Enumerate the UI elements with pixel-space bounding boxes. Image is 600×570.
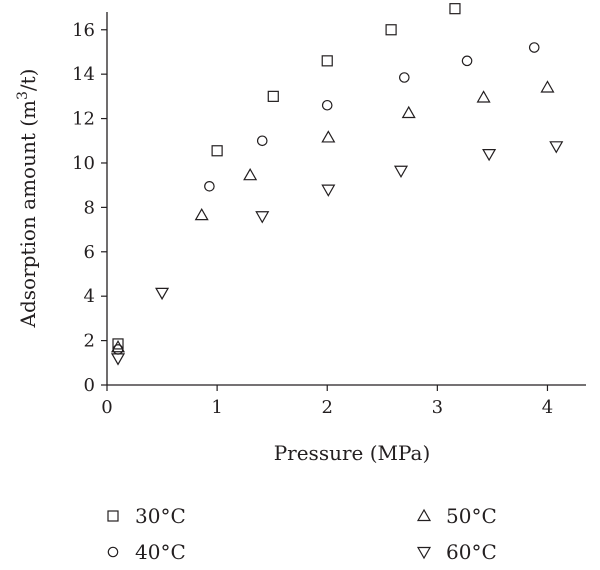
legend-item: 50°C	[416, 504, 497, 528]
legend-label: 50°C	[446, 504, 497, 528]
y-tick-label: 6	[84, 242, 95, 263]
legend-item: 60°C	[416, 540, 497, 564]
x-tick-label: 2	[322, 397, 333, 418]
data-point-square	[267, 90, 279, 102]
data-point-triangle-down	[393, 165, 409, 178]
legend-label: 30°C	[135, 504, 186, 528]
data-point-circle	[399, 72, 410, 83]
x-tick-label: 4	[542, 397, 553, 418]
legend-marker-triangle-up	[416, 508, 432, 522]
data-point-triangle-up	[540, 80, 555, 93]
data-points	[110, 3, 564, 366]
y-tick-label: 12	[72, 109, 95, 130]
legend-label: 60°C	[446, 540, 497, 564]
series-triangle-up	[110, 80, 555, 353]
legend-item: 30°C	[107, 504, 186, 528]
axes	[106, 12, 586, 386]
data-point-triangle-up	[476, 90, 491, 103]
series-triangle-down	[110, 141, 564, 366]
x-tick-label: 3	[432, 397, 443, 418]
data-point-square	[449, 3, 461, 15]
data-point-circle	[256, 135, 268, 147]
data-point-circle	[461, 55, 473, 67]
y-tick-label: 0	[84, 375, 95, 396]
legend-item: 40°C	[107, 540, 186, 564]
y-tick-label: 16	[72, 20, 95, 41]
data-point-square	[211, 145, 223, 157]
series-square	[112, 3, 461, 350]
series-circle	[112, 42, 540, 355]
x-tick-label: 0	[101, 397, 112, 418]
x-axis-title: Pressure (MPa)	[274, 441, 431, 465]
legend-marker-square	[107, 510, 119, 522]
data-point-triangle-down	[255, 211, 270, 224]
legend: 30°C 40°C 50°C 60°C	[107, 504, 497, 564]
y-tick-label: 8	[84, 197, 95, 218]
y-axis-title: Adsorption amount (m3/t)	[15, 69, 40, 329]
data-point-triangle-up	[321, 130, 336, 143]
data-point-square	[112, 338, 124, 350]
data-point-triangle-down	[482, 148, 497, 162]
data-point-triangle-down	[549, 141, 564, 154]
data-point-triangle-down	[110, 353, 126, 366]
data-point-triangle-down	[321, 184, 336, 197]
legend-label: 40°C	[135, 540, 186, 564]
data-point-triangle-up	[243, 167, 258, 181]
data-point-triangle-up	[401, 105, 416, 119]
data-point-triangle-down	[155, 287, 170, 301]
y-tick-label: 10	[72, 153, 95, 174]
data-point-square	[321, 55, 333, 67]
y-tick-label: 14	[72, 64, 95, 85]
y-tick-label: 4	[84, 286, 95, 307]
y-axis-title-superscript: 3	[15, 91, 31, 100]
y-tick-label: 2	[84, 331, 95, 352]
data-point-square	[385, 24, 397, 36]
data-point-circle	[204, 180, 215, 192]
legend-marker-circle	[107, 546, 119, 558]
data-point-triangle-up	[194, 207, 209, 221]
data-point-circle	[528, 42, 540, 53]
legend-marker-triangle-down	[416, 546, 432, 560]
data-point-triangle-up	[110, 340, 126, 353]
x-tick-label: 1	[211, 397, 222, 418]
data-point-circle	[321, 99, 333, 111]
